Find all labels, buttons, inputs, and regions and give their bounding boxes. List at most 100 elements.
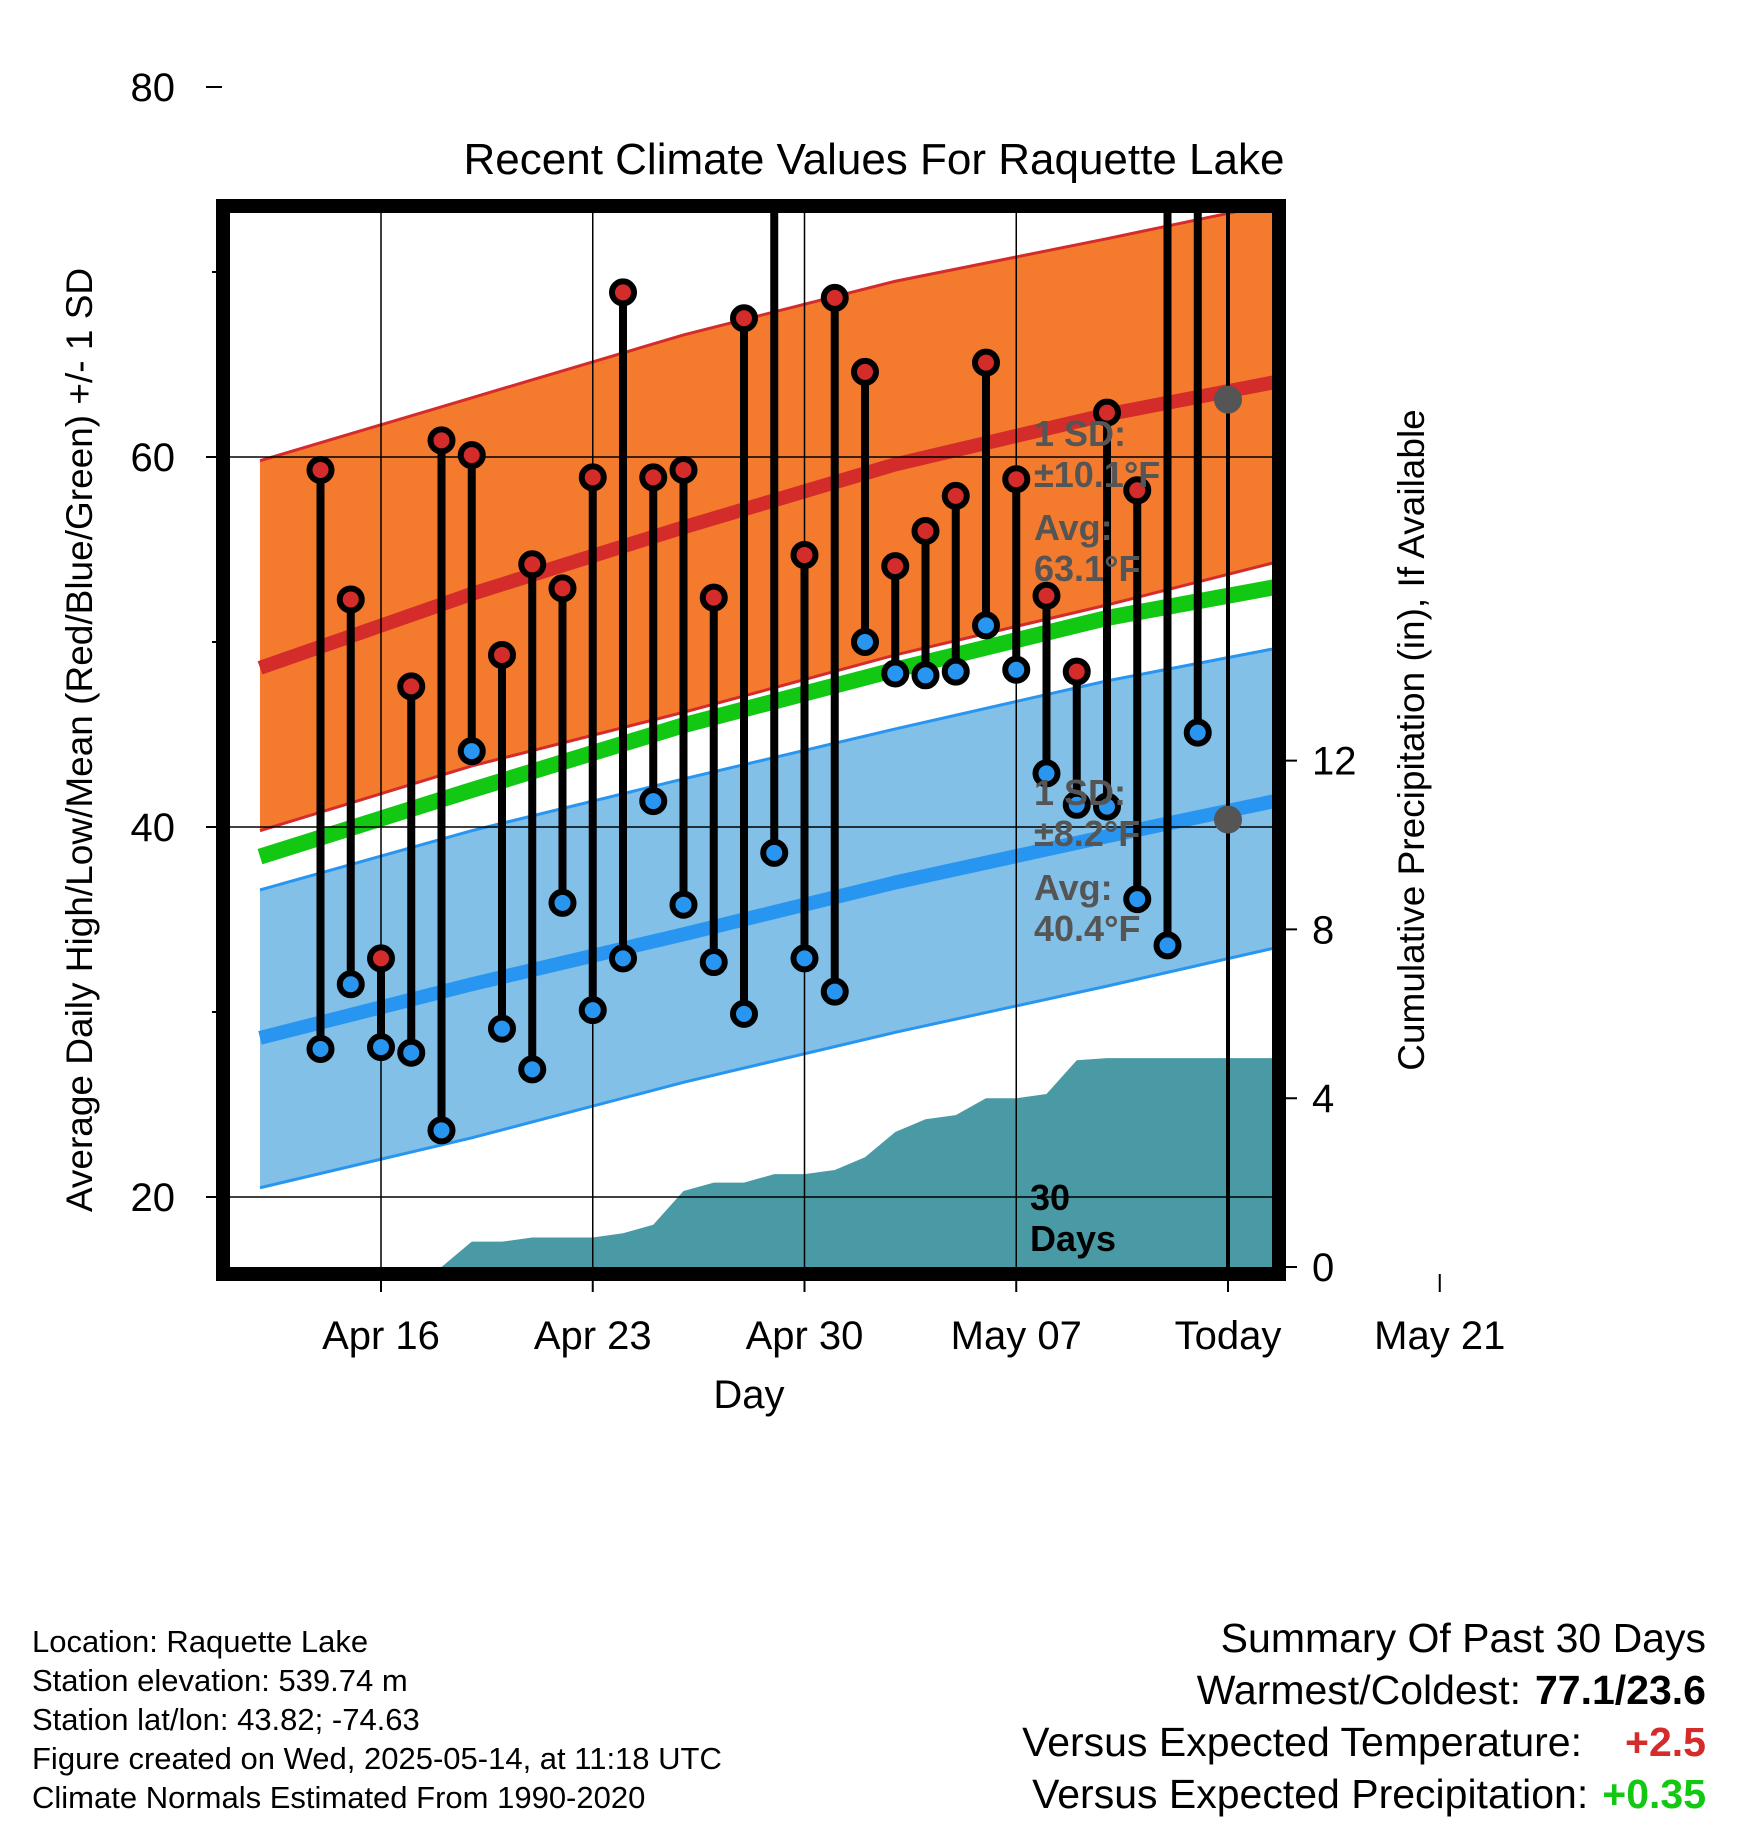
x-tick-label: May 21 [1374,1314,1505,1358]
precip-value: +0.35 [1602,1771,1706,1817]
daily-high-point [578,463,607,492]
daily-low-point [1153,931,1182,960]
chart-title: Recent Climate Values For Raquette Lake [464,135,1285,184]
summary-warm-cold-row: Warmest/Coldest: 77.1/23.6 [1022,1664,1706,1716]
high-sd-band-upper-edge [259,213,1237,463]
elevation-text: Station elevation: 539.74 m [32,1663,408,1698]
plot-area [230,213,1272,1267]
y-axis-label-left: Average Daily High/Low/Mean (Red/Blue/Gr… [59,268,100,1212]
daily-low-point [306,1035,335,1063]
daily-low-point [518,1055,547,1084]
daily-high-point [306,455,335,484]
daily-high-point [639,463,668,492]
daily-low-point [609,944,637,973]
today-window-label: 30 [1030,1177,1070,1218]
daily-low-point [1062,790,1091,819]
y-tick-label-left: 40 [131,806,176,850]
today-high-avg-point [1214,385,1242,414]
daily-low-point [669,890,698,919]
low-sd-annotation: 1 SD: [1034,772,1126,813]
daily-low-point [1093,792,1121,821]
daily-high-point [941,481,970,510]
location-text: Location: Raquette Lake [32,1624,369,1659]
daily-high-point [1093,398,1121,427]
normals-text: Climate Normals Estimated From 1990-2020 [32,1780,646,1815]
daily-high-point [1123,476,1152,505]
summary-temp-row: Versus Expected Temperature: +2.5 [1022,1716,1706,1768]
daily-low-point [911,661,940,690]
daily-low-point [639,787,668,816]
y-tick-label-right: 4 [1312,1077,1334,1121]
daily-low-point [1032,759,1061,788]
daily-low-point [760,838,789,867]
precip-area [381,1058,1272,1267]
high-avg-annotation: 63.1°F [1034,548,1140,589]
daily-high-point [851,357,879,386]
y-tick-label-left: 20 [131,1176,176,1220]
daily-high-point [1032,581,1061,610]
daily-high-point [911,517,940,545]
daily-low-point [488,1014,516,1043]
daily-high-point [1062,657,1091,686]
high-sd-band [260,213,1272,831]
daily-high-point [669,455,698,484]
x-tick-label: Apr 23 [534,1314,652,1358]
high-sd-annotation: 1 SD: [1034,413,1126,454]
daily-high-point [427,426,456,455]
daily-low-point [548,888,577,917]
daily-low-point [367,1033,395,1062]
created-text: Figure created on Wed, 2025-05-14, at 11… [32,1741,722,1776]
summary-title: Summary Of Past 30 Days [1220,1615,1706,1661]
daily-high-point [1002,465,1031,494]
daily-low-point [457,737,486,766]
daily-high-point [609,278,637,307]
daily-low-point [427,1116,456,1145]
daily-low-point [336,970,365,999]
today-window-label: Days [1030,1218,1116,1259]
low-sd-band-upper-edge [259,647,1272,892]
temp-label: Versus Expected Temperature: [1022,1719,1582,1765]
y-tick-label-left: 60 [131,436,176,480]
daily-low-point [1183,718,1212,747]
daily-high-point [367,944,395,973]
daily-low-point [881,659,910,688]
daily-low-point [730,999,758,1028]
summary-panel: Summary Of Past 30 Days Warmest/Coldest:… [1022,1612,1706,1820]
today-low-avg-point [1214,805,1242,834]
warm-cold-value: 77.1/23.6 [1535,1667,1706,1713]
daily-high-point [548,574,577,603]
y-tick-label-right: 12 [1312,740,1357,784]
low-sd-band-lower-edge [259,947,1272,1190]
daily-high-point [790,541,819,570]
high-sd-annotation: ±10.1°F [1034,454,1160,495]
daily-high-point [397,672,426,701]
low-sd-annotation: ±8.2°F [1034,813,1140,854]
daily-high-point [699,583,728,612]
plot-frame [216,199,1286,1281]
daily-low-point [1002,655,1031,684]
precip-label: Versus Expected Precipitation: [1032,1771,1589,1817]
y-tick-label-left: 80 [131,66,176,110]
y-tick-label-right: 8 [1312,908,1334,952]
daily-low-point [1123,885,1152,914]
daily-low-point [941,657,970,686]
daily-high-point [730,304,758,333]
daily-high-point [881,552,910,581]
x-tick-label: Apr 30 [746,1314,864,1358]
warm-cold-label: Warmest/Coldest: [1196,1667,1521,1713]
latlon-text: Station lat/lon: 43.82; -74.63 [32,1702,420,1737]
daily-low-point [578,996,607,1025]
summary-precip-row: Versus Expected Precipitation: +0.35 [1022,1768,1706,1820]
daily-high-point [820,283,849,312]
daily-low-point [972,611,1000,640]
station-info: Location: Raquette Lake Station elevatio… [32,1622,722,1817]
daily-high-point [488,640,516,669]
y-axis-label-right: Cumulative Precipitation (in), If Availa… [1391,409,1432,1071]
daily-high-point [457,441,486,470]
daily-low-point [851,628,879,656]
low-avg-annotation: Avg: [1034,867,1113,908]
daily-low-point [699,948,728,977]
y-tick-label-right: 0 [1312,1246,1334,1290]
low-avg-annotation: 40.4°F [1034,908,1140,949]
